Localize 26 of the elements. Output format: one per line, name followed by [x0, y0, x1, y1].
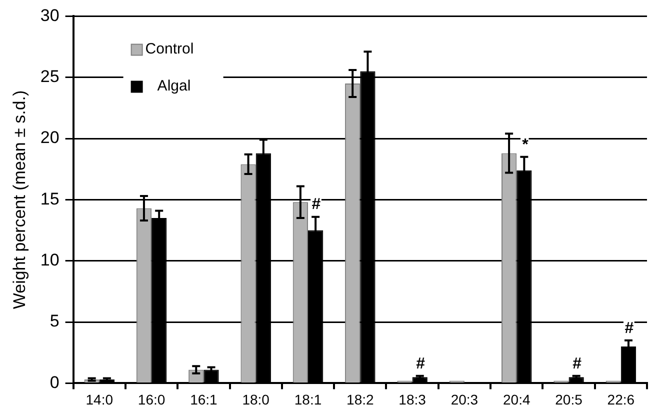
- x-tick-label: 20:3: [450, 391, 478, 408]
- y-tick-label: 15: [40, 189, 60, 208]
- x-tick-label: 18:1: [294, 391, 322, 408]
- x-tick-label: 16:0: [138, 391, 166, 408]
- legend-label: Algal: [157, 77, 191, 94]
- x-tick-label: 16:1: [190, 391, 218, 408]
- y-tick-label: 10: [40, 250, 60, 270]
- x-tick-label: 20:5: [555, 391, 583, 408]
- annotation: *: [522, 136, 528, 154]
- x-tick-label: 18:2: [346, 391, 374, 408]
- x-tick-label: 14:0: [86, 391, 114, 408]
- annotation: #: [624, 320, 634, 337]
- x-tick-label: 22:6: [607, 391, 635, 408]
- y-tick-label: 20: [40, 128, 60, 148]
- annotation: #: [572, 355, 582, 372]
- x-tick-label: 18:0: [242, 391, 270, 408]
- y-tick-label: 25: [40, 67, 60, 86]
- annotation: #: [312, 196, 321, 214]
- legend-label: Control: [145, 40, 194, 58]
- annotation: #: [416, 355, 425, 372]
- x-tick-label: 20:4: [502, 391, 530, 408]
- x-tick-label: 18:3: [398, 391, 426, 408]
- y-tick-label: 0: [50, 372, 60, 392]
- y-tick-label: 5: [50, 312, 60, 331]
- y-tick-label: 30: [40, 6, 60, 25]
- y-axis-title: Weight percent (mean ± s.d.): [10, 90, 29, 310]
